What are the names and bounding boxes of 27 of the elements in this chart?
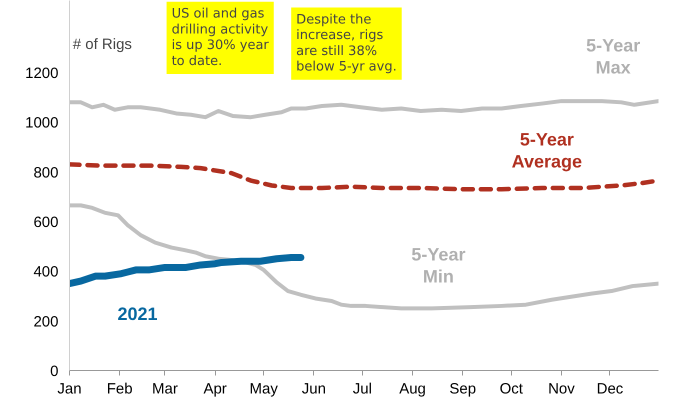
x-tick-label: Dec	[596, 380, 624, 398]
x-tick-label: Oct	[500, 380, 524, 398]
annotation: US oil and gas drilling activity is up 30% year to date.	[172, 6, 270, 69]
x-tick-label: Jan	[57, 380, 82, 398]
x-tick-label: Mar	[152, 380, 178, 398]
line-series	[70, 99, 658, 120]
y-tick-label: 0	[50, 363, 58, 380]
x-tick-label: Sep	[449, 380, 476, 398]
x-tick-label: May	[250, 380, 278, 398]
y-tick-label: 600	[33, 214, 59, 232]
series-label: 5-Year Max	[586, 35, 640, 78]
x-tick-label: Jun	[302, 380, 326, 398]
annotation: Despite the increase, rigs are still 38% below 5-yr avg.	[296, 12, 397, 75]
y-tick-label: 800	[33, 164, 59, 182]
x-tick-label: Jul	[352, 380, 372, 398]
y-tick-label: 1200	[25, 65, 59, 82]
series-label: 5-Year Min	[411, 244, 466, 286]
series-label: 2021	[117, 304, 158, 324]
x-tick-label: Feb	[106, 380, 133, 398]
series-label: 5-Year Average	[512, 129, 582, 172]
x-tick-label: Nov	[548, 380, 576, 398]
y-axis-title: # of Rigs	[72, 36, 132, 53]
x-tick-label: Apr	[203, 380, 227, 398]
y-tick-label: 1000	[25, 114, 59, 132]
y-tick-label: 400	[33, 264, 59, 281]
y-tick-label: 200	[33, 313, 59, 330]
x-tick-label: Aug	[399, 380, 426, 398]
